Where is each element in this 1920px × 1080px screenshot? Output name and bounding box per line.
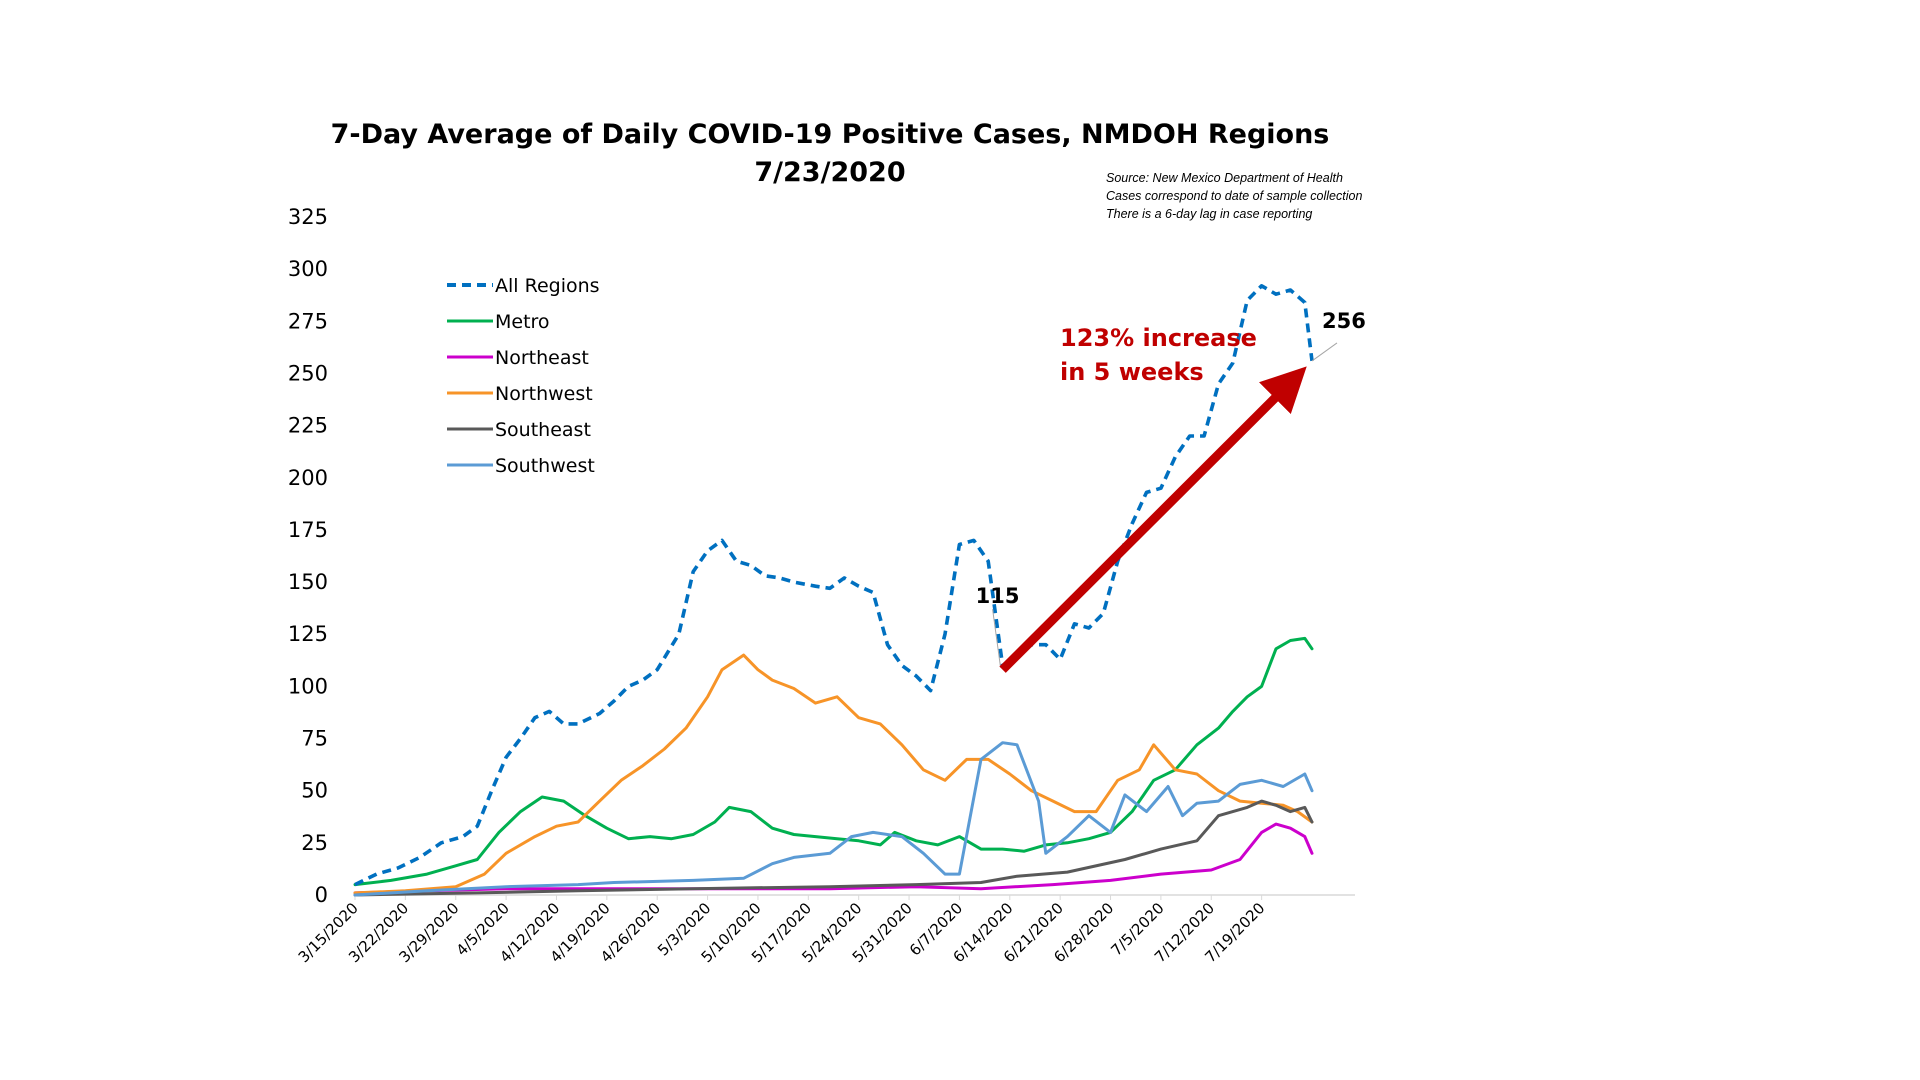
axes: 02550751001251501752002252502753003253/1… bbox=[288, 205, 1355, 966]
legend-label: Northeast bbox=[495, 347, 589, 369]
y-tick-label: 75 bbox=[301, 727, 328, 751]
y-tick-label: 150 bbox=[288, 570, 328, 594]
y-tick-label: 100 bbox=[288, 674, 328, 698]
source-note-3: There is a 6-day lag in case reporting bbox=[1106, 207, 1312, 221]
annotation-increase-line2: in 5 weeks bbox=[1060, 358, 1204, 386]
y-tick-label: 250 bbox=[288, 361, 328, 385]
series-line-southwest bbox=[353, 741, 1314, 897]
annotation-leader bbox=[1311, 342, 1338, 362]
legend: All Regions Metro Northeast Northwest Southe… bbox=[447, 275, 600, 477]
chart-subtitle: 7/23/2020 bbox=[754, 157, 905, 188]
series-line-northeast bbox=[353, 822, 1314, 895]
legend-label: Southeast bbox=[495, 419, 591, 441]
y-tick-label: 325 bbox=[288, 205, 328, 229]
y-tick-label: 200 bbox=[288, 466, 328, 490]
series-line-all-regions bbox=[354, 283, 1314, 887]
series-layer bbox=[353, 283, 1314, 897]
y-tick-label: 275 bbox=[288, 309, 328, 333]
annotation-leader bbox=[992, 609, 1002, 668]
legend-label: Metro bbox=[495, 311, 550, 333]
legend-label: Southwest bbox=[495, 455, 595, 477]
y-tick-label: 175 bbox=[288, 518, 328, 542]
y-tick-label: 25 bbox=[301, 831, 328, 855]
y-tick-label: 50 bbox=[301, 779, 328, 803]
series-line-northwest bbox=[353, 653, 1314, 895]
source-note-1: Source: New Mexico Department of Health bbox=[1106, 171, 1343, 185]
series-line-metro bbox=[353, 636, 1314, 887]
annotation-115: 115 bbox=[976, 584, 1020, 608]
trend-arrow bbox=[999, 366, 1307, 673]
annotation-256: 256 bbox=[1322, 309, 1366, 333]
annotation-layer: 115 256 123% increase in 5 weeks bbox=[976, 309, 1366, 673]
chart-title: 7-Day Average of Daily COVID-19 Positive… bbox=[331, 119, 1330, 150]
y-tick-label: 225 bbox=[288, 414, 328, 438]
annotation-increase-line1: 123% increase bbox=[1060, 324, 1257, 352]
legend-label: All Regions bbox=[495, 275, 600, 297]
y-tick-label: 0 bbox=[315, 883, 328, 907]
series-line-southeast bbox=[353, 799, 1314, 897]
source-note-2: Cases correspond to date of sample colle… bbox=[1106, 189, 1362, 203]
y-tick-label: 300 bbox=[288, 257, 328, 281]
y-tick-label: 125 bbox=[288, 622, 328, 646]
legend-label: Northwest bbox=[495, 383, 593, 405]
